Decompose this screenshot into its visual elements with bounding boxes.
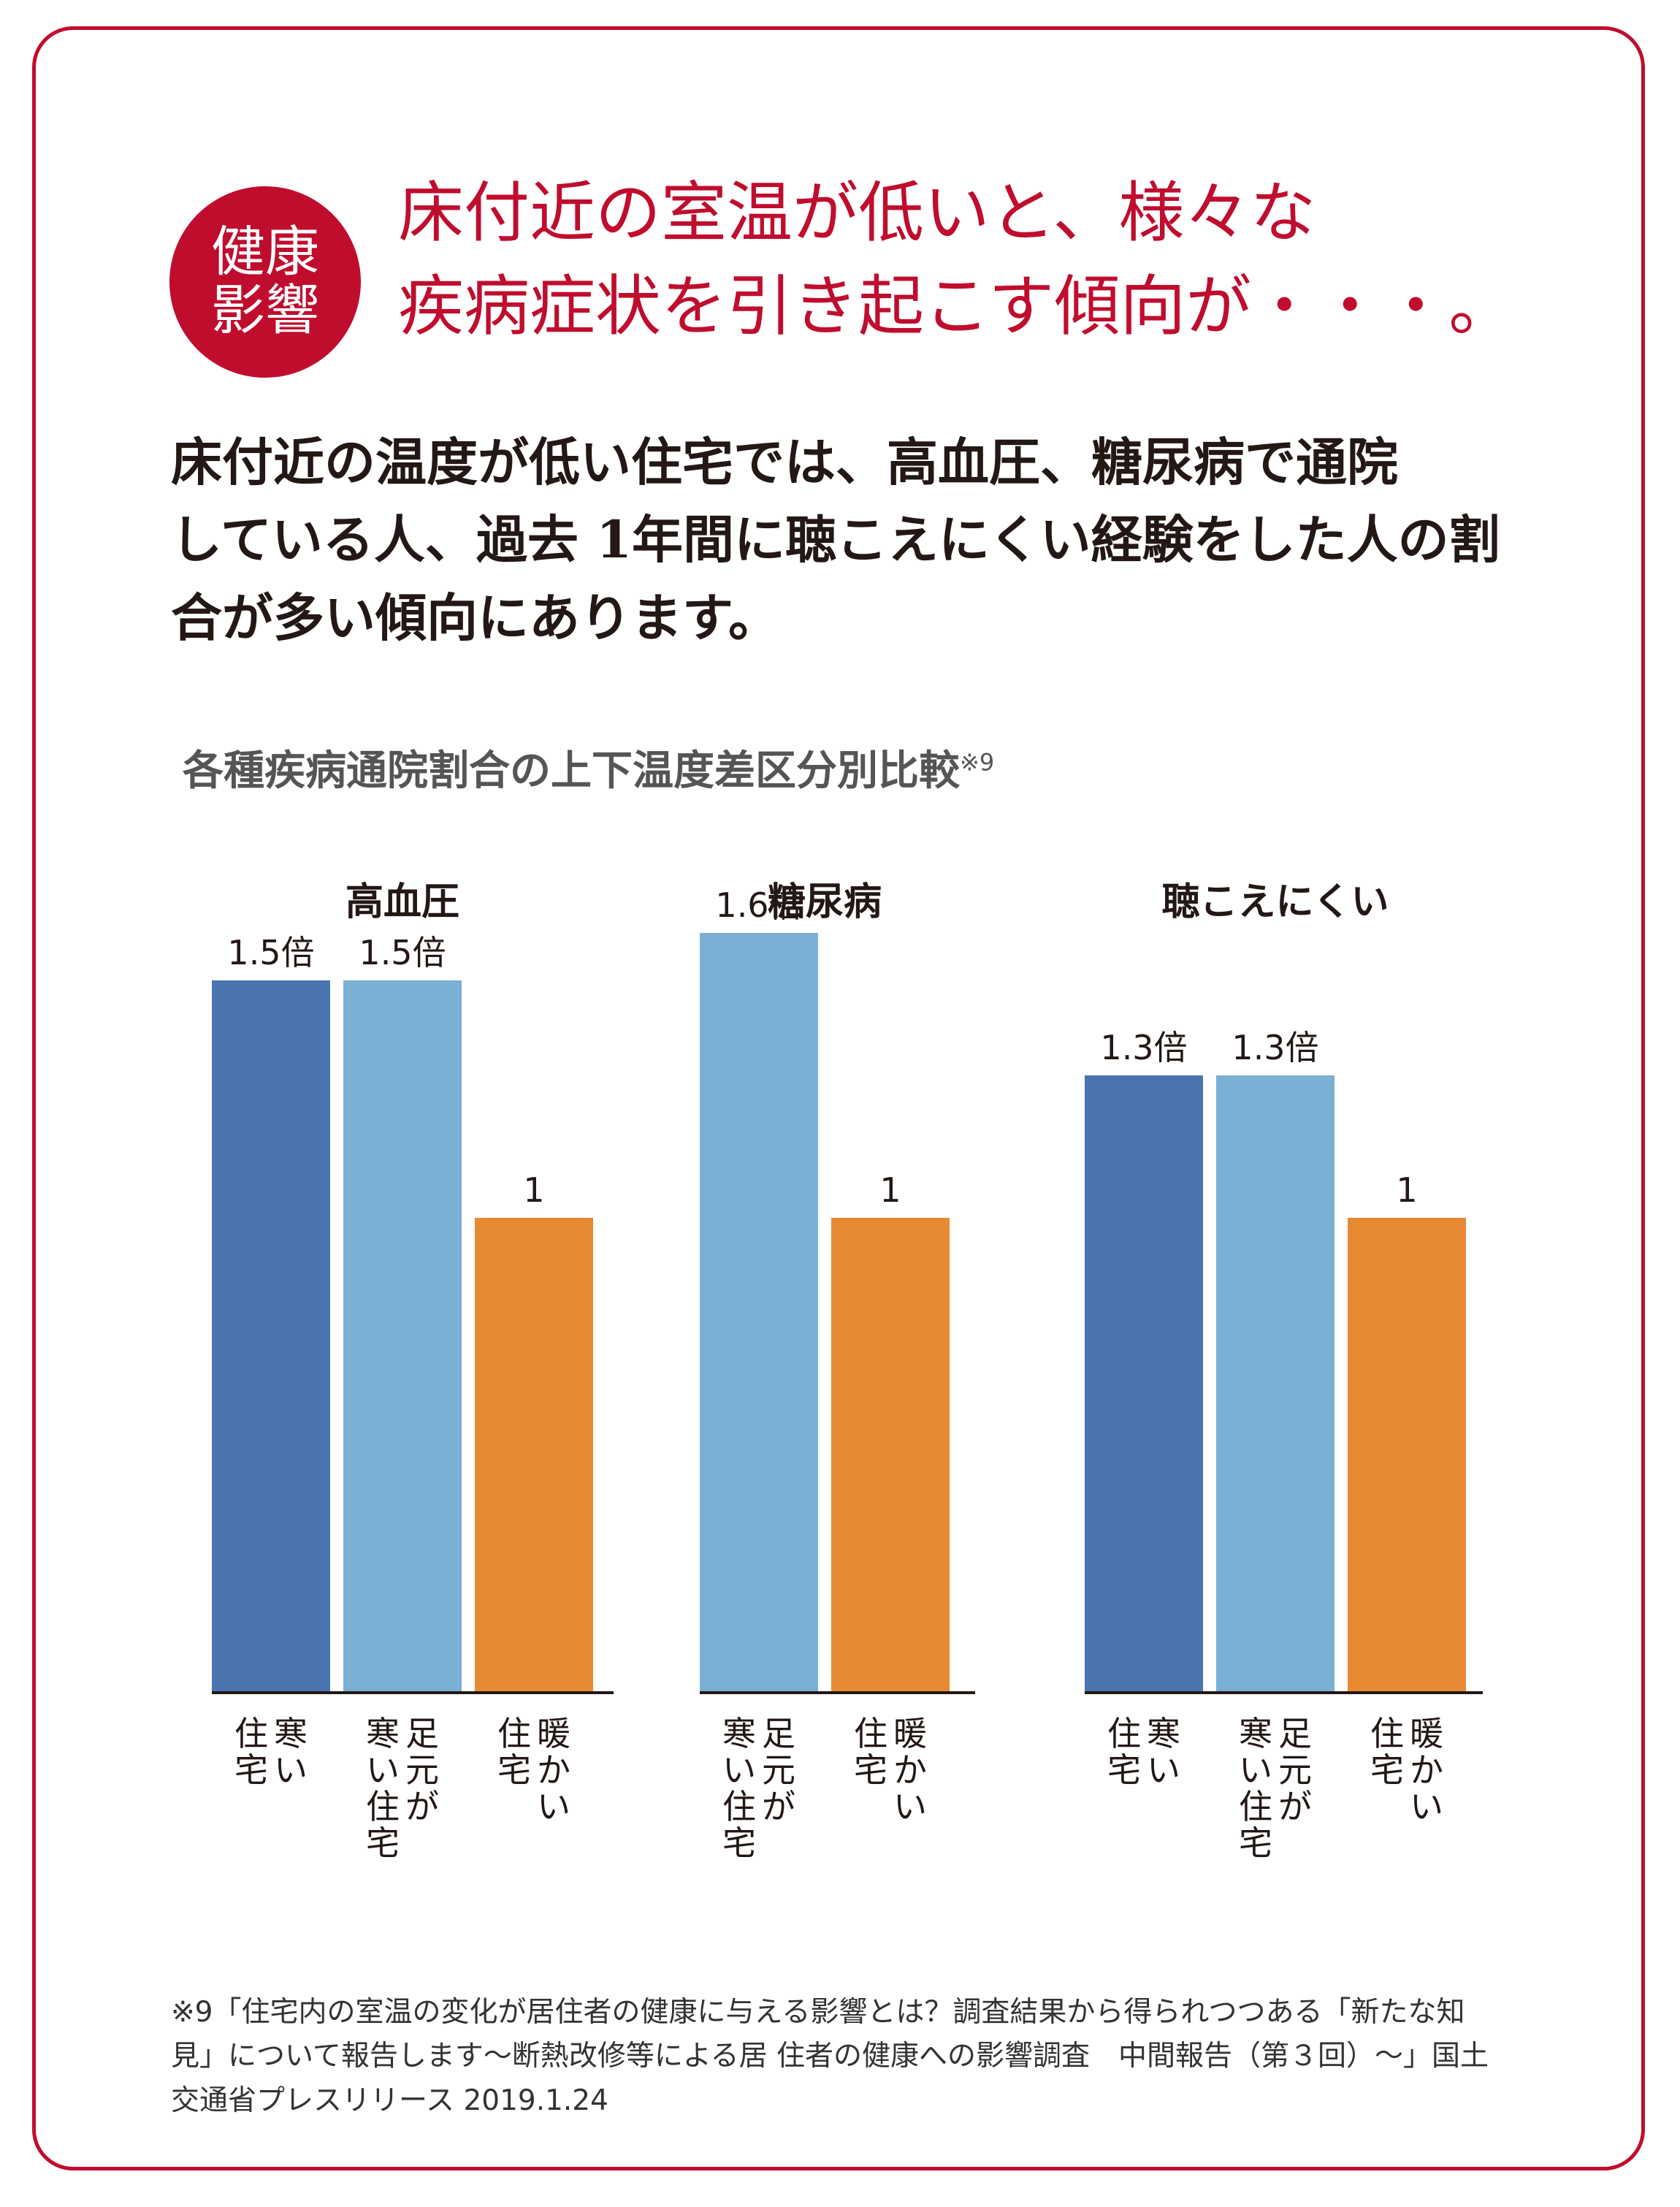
category-label-char: い (1410, 1787, 1443, 1826)
chart-title-note: ※9 (960, 748, 995, 777)
footnote: ※9「住宅内の室温の変化が居住者の健康に与える影響とは？調査結果から得られつつあ… (171, 1991, 1559, 2123)
category-label-char: 宅 (1239, 1823, 1272, 1863)
category-label-char: 元 (1278, 1750, 1312, 1790)
bar (343, 980, 462, 1691)
category-label-char: い (1147, 1750, 1180, 1790)
data-label: 1 (879, 1170, 901, 1210)
bar (1216, 1075, 1335, 1691)
category-label-char: 足 (762, 1714, 795, 1753)
bar (475, 1218, 593, 1691)
category-label-char: 宅 (1370, 1750, 1404, 1790)
category-label-char: か (893, 1750, 927, 1790)
chart-title-text: 各種疾病通院割合の上下温度差区分別比較 (183, 747, 960, 795)
body-paragraph: 床付近の温度が低い住宅では、高血圧、糖尿病で通院 している人、過去 1年間に聴こ… (171, 424, 1530, 657)
category-label-char: 寒 (274, 1714, 308, 1753)
category-label-char: い (1239, 1750, 1272, 1790)
data-label: 1.3倍 (1232, 1028, 1318, 1067)
category-label-char: い (537, 1787, 570, 1826)
badge-line-1: 健康 (211, 221, 319, 284)
category-label-char: 住 (497, 1714, 531, 1753)
category-label-char: か (1410, 1750, 1443, 1790)
category-label-char: 暖 (1410, 1714, 1443, 1753)
category-label-char: い (274, 1750, 308, 1790)
category-label-char: 宅 (497, 1750, 531, 1790)
bar (1085, 1075, 1203, 1691)
group-title: 高血圧 (345, 880, 459, 924)
category-label-char: 元 (405, 1750, 439, 1790)
card-frame (32, 26, 1645, 2170)
category-label-char: 暖 (537, 1714, 570, 1753)
group-title: 糖尿病 (768, 880, 882, 924)
category-label-char: い (366, 1750, 400, 1790)
data-label: 1 (1396, 1170, 1417, 1210)
category-label-char: 寒 (366, 1714, 400, 1753)
body-line-2: している人、過去 1年間に聴こえにくい経験をした人の割 (171, 509, 1500, 571)
bar (831, 1218, 950, 1691)
category-label-char: が (405, 1787, 439, 1826)
category-label-char: 宅 (854, 1750, 887, 1790)
badge-line-2: 影響 (211, 279, 319, 342)
group-title: 聴こえにくい (1162, 880, 1389, 924)
category-label-char: 宅 (1107, 1750, 1141, 1790)
category-label-char: 住 (234, 1714, 268, 1753)
category-label-char: か (537, 1750, 570, 1790)
category-label-char: い (722, 1750, 756, 1790)
body-line-1: 床付近の温度が低い住宅では、高血圧、糖尿病で通院 (171, 432, 1398, 492)
data-label: 1.6倍 (715, 885, 802, 925)
category-label-char: 住 (854, 1714, 887, 1753)
headline: 床付近の室温が低いと、様々な 疾病症状を引き起こす傾向が・・・。 (398, 167, 1640, 354)
headline-line-1: 床付近の室温が低いと、様々な (398, 175, 1316, 251)
bar (700, 933, 818, 1691)
footnote-line-2: 見」について報告します〜断熱改修等による居 住者の健康への影響調査 中間報告（第… (171, 2040, 1489, 2073)
headline-line-2: 疾病症状を引き起こす傾向が・・・。 (398, 267, 1515, 345)
category-label-char: 宅 (722, 1823, 756, 1863)
health-impact-badge: 健康 影響 (169, 186, 361, 378)
bar (1348, 1218, 1466, 1691)
bar (212, 980, 330, 1691)
data-label: 1.3倍 (1100, 1028, 1187, 1067)
category-label-char: が (1278, 1787, 1312, 1826)
category-label-char: 住 (1370, 1714, 1404, 1753)
category-label-char: 住 (366, 1787, 400, 1826)
chart-title: 各種疾病通院割合の上下温度差区分別比較※9 (183, 738, 994, 797)
category-label-char: 住 (1239, 1787, 1272, 1826)
category-label-char: 元 (762, 1750, 795, 1790)
category-label-char: 足 (405, 1714, 439, 1753)
data-label: 1.5倍 (359, 933, 446, 972)
category-label-char: 宅 (366, 1823, 400, 1863)
category-label-char: 住 (722, 1787, 756, 1826)
data-label: 1 (523, 1170, 544, 1210)
footnote-line-3: 交通省プレスリリース 2019.1.24 (171, 2084, 608, 2117)
category-label-char: 暖 (893, 1714, 927, 1753)
category-label-char: 住 (1107, 1714, 1141, 1753)
category-label-char: 寒 (1147, 1714, 1180, 1753)
category-label-char: 宅 (234, 1750, 268, 1790)
footnote-line-1: ※9「住宅内の室温の変化が居住者の健康に与える影響とは？調査結果から得られつつあ… (171, 1996, 1465, 2029)
category-label-char: が (762, 1787, 795, 1826)
category-label-char: 寒 (1239, 1714, 1272, 1753)
body-line-3: 合が多い傾向にあります。 (171, 587, 779, 648)
category-label-char: 足 (1278, 1714, 1312, 1753)
category-label-char: 寒 (722, 1714, 756, 1753)
data-label: 1.5倍 (227, 933, 314, 972)
category-label-char: い (893, 1787, 927, 1826)
